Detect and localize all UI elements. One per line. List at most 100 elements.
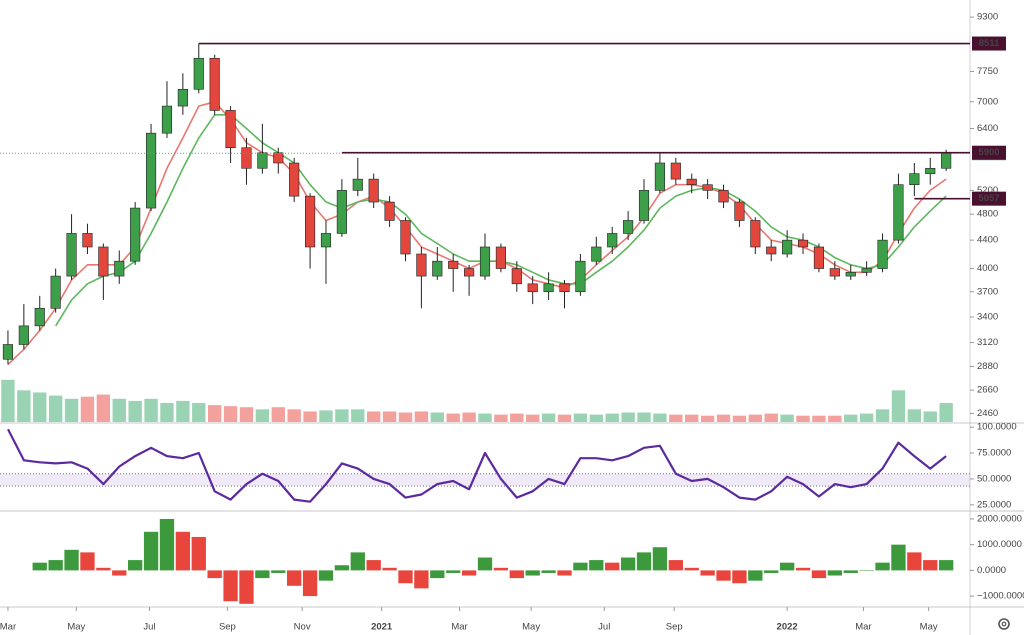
macd-bar [350, 552, 365, 571]
macd-bar [398, 570, 413, 584]
macd-bar [891, 544, 906, 571]
candle-body [273, 152, 284, 164]
x-tick-label: Sep [219, 622, 236, 633]
level-label: 8511 [979, 38, 1000, 49]
volume-bar [128, 400, 142, 422]
candle-body [82, 233, 93, 248]
volume-bar [64, 398, 79, 422]
volume-bar [573, 413, 588, 422]
x-tick-label: Sep [666, 622, 683, 633]
x-tick-label: May [920, 622, 938, 633]
macd-bar [175, 531, 191, 571]
macd-bar [573, 562, 588, 571]
level-tag [972, 191, 1006, 206]
volume-bar [160, 403, 174, 422]
macd-bar [255, 570, 270, 579]
candle-body [670, 162, 681, 180]
macd-bar [64, 549, 79, 571]
candle-body [829, 268, 840, 277]
macd-bar [843, 570, 858, 573]
candle-body [177, 88, 188, 107]
volume-bar [700, 415, 715, 422]
candle-body [384, 201, 395, 221]
candle-body [209, 57, 220, 111]
candle-body [893, 184, 904, 241]
y-tick-label: 2460 [977, 408, 998, 419]
y-tick-label: 2000.0000 [977, 513, 1022, 524]
candle-body [225, 110, 236, 149]
moving-average-line [55, 114, 947, 327]
macd-bar [239, 570, 254, 604]
candle-body [623, 220, 634, 234]
volume-bar [637, 412, 651, 422]
macd-bar [684, 567, 699, 571]
y-tick-label: 6400 [977, 123, 998, 134]
candle-body [575, 260, 586, 293]
macd-bar [541, 570, 556, 573]
macd-bar [430, 570, 445, 579]
volume-bar [382, 411, 397, 422]
candle-body [161, 105, 173, 134]
volume-bar [207, 405, 222, 422]
candle-body [909, 173, 920, 185]
macd-bar [779, 562, 795, 571]
candle-body [448, 260, 459, 269]
candle-body [66, 233, 77, 277]
candle-body [638, 190, 650, 221]
candle-body [813, 246, 825, 269]
macd-bar [557, 570, 572, 576]
volume-bar [478, 413, 492, 422]
candle-body [654, 162, 665, 191]
candle-body [352, 178, 363, 191]
candle-body [193, 57, 204, 90]
volume-bar [351, 409, 365, 422]
volume-bar [287, 409, 301, 422]
macd-bar [207, 570, 222, 579]
macd-bar [48, 560, 63, 571]
candle-body [543, 283, 554, 293]
volume-bar [716, 414, 731, 422]
candle-body [941, 152, 952, 169]
volume-bar [732, 415, 747, 422]
volume-bar [319, 410, 333, 422]
y-tick-label: 1000.0000 [977, 539, 1022, 550]
candle-body [98, 246, 109, 277]
volume-bar [844, 414, 858, 422]
macd-bar [446, 570, 461, 573]
y-tick-label: 4800 [977, 209, 998, 220]
volume-bar [653, 413, 667, 422]
volume-bar [335, 409, 349, 422]
macd-bar [461, 570, 477, 576]
volume-bar [223, 406, 238, 422]
volume-bar [605, 413, 619, 422]
macd-bar [509, 570, 524, 579]
candle-body [257, 152, 268, 169]
volume-bar [176, 400, 190, 422]
candle-body [718, 190, 729, 203]
y-tick-label: 25.0000 [977, 499, 1011, 510]
candle-body [336, 190, 347, 234]
macd-bar [96, 567, 111, 571]
candle-body [400, 220, 411, 255]
candle-body [114, 260, 125, 277]
macd-bar [652, 547, 668, 571]
volume-bar [367, 411, 381, 422]
volume-bar [589, 414, 603, 422]
x-tick-label: Jul [143, 622, 155, 633]
candle-body [559, 283, 570, 293]
macd-bar [923, 560, 938, 571]
candle-body [861, 268, 872, 273]
volume-bar [669, 414, 683, 422]
settings-icon[interactable] [998, 618, 1010, 630]
volume-bar [812, 415, 826, 422]
volume-bar [780, 414, 794, 422]
candle-body [686, 178, 697, 185]
candle-body [416, 253, 427, 277]
volume-bar [430, 412, 444, 422]
macd-bar [589, 560, 604, 571]
volume-bar [557, 414, 572, 422]
volume-bar [33, 392, 47, 422]
candle-body [145, 132, 157, 209]
macd-bar [191, 536, 206, 571]
rsi-line [7, 428, 947, 503]
